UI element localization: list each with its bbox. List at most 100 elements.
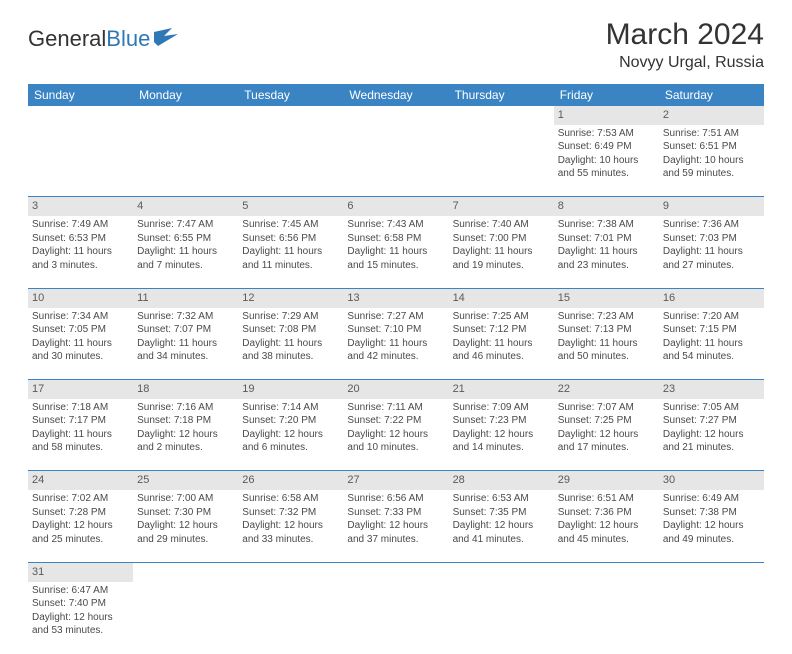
daylight-text: Daylight: 12 hours and 6 minutes.	[242, 428, 339, 455]
sunset-text: Sunset: 7:12 PM	[453, 323, 550, 337]
sunrise-text: Sunrise: 7:25 AM	[453, 310, 550, 324]
title-block: March 2024 Novyy Urgal, Russia	[606, 18, 764, 72]
week-row: Sunrise: 7:18 AMSunset: 7:17 PMDaylight:…	[28, 399, 764, 471]
sunrise-text: Sunrise: 7:05 AM	[663, 401, 760, 415]
daylight-text: Daylight: 12 hours and 53 minutes.	[32, 611, 129, 638]
day-cell: Sunrise: 7:43 AMSunset: 6:58 PMDaylight:…	[343, 216, 448, 288]
day-cell: Sunrise: 7:02 AMSunset: 7:28 PMDaylight:…	[28, 490, 133, 562]
day-cell: Sunrise: 7:23 AMSunset: 7:13 PMDaylight:…	[554, 308, 659, 380]
day-number: 27	[343, 471, 448, 490]
daylight-text: Daylight: 11 hours and 58 minutes.	[32, 428, 129, 455]
weekday-header: Monday	[133, 84, 238, 106]
sunset-text: Sunset: 7:00 PM	[453, 232, 550, 246]
weekday-header: Tuesday	[238, 84, 343, 106]
sunrise-text: Sunrise: 7:23 AM	[558, 310, 655, 324]
sunset-text: Sunset: 7:01 PM	[558, 232, 655, 246]
day-number: 22	[554, 380, 659, 399]
daylight-text: Daylight: 11 hours and 34 minutes.	[137, 337, 234, 364]
day-cell	[659, 582, 764, 654]
day-number: 24	[28, 471, 133, 490]
day-number: 20	[343, 380, 448, 399]
sunrise-text: Sunrise: 7:43 AM	[347, 218, 444, 232]
day-number-row: 31	[28, 562, 764, 581]
sunset-text: Sunset: 7:35 PM	[453, 506, 550, 520]
day-cell: Sunrise: 6:56 AMSunset: 7:33 PMDaylight:…	[343, 490, 448, 562]
daylight-text: Daylight: 11 hours and 38 minutes.	[242, 337, 339, 364]
day-number	[449, 562, 554, 581]
day-number: 30	[659, 471, 764, 490]
day-number	[133, 106, 238, 125]
day-cell	[238, 582, 343, 654]
day-cell	[449, 125, 554, 197]
day-number	[238, 106, 343, 125]
day-number: 26	[238, 471, 343, 490]
day-cell: Sunrise: 7:05 AMSunset: 7:27 PMDaylight:…	[659, 399, 764, 471]
day-number	[659, 562, 764, 581]
sunset-text: Sunset: 7:20 PM	[242, 414, 339, 428]
daylight-text: Daylight: 12 hours and 33 minutes.	[242, 519, 339, 546]
day-number: 16	[659, 288, 764, 307]
sunrise-text: Sunrise: 7:53 AM	[558, 127, 655, 141]
sunrise-text: Sunrise: 6:51 AM	[558, 492, 655, 506]
daylight-text: Daylight: 11 hours and 11 minutes.	[242, 245, 339, 272]
day-cell: Sunrise: 7:14 AMSunset: 7:20 PMDaylight:…	[238, 399, 343, 471]
daylight-text: Daylight: 11 hours and 19 minutes.	[453, 245, 550, 272]
day-cell: Sunrise: 7:25 AMSunset: 7:12 PMDaylight:…	[449, 308, 554, 380]
day-cell	[449, 582, 554, 654]
sunset-text: Sunset: 7:05 PM	[32, 323, 129, 337]
day-cell: Sunrise: 7:27 AMSunset: 7:10 PMDaylight:…	[343, 308, 448, 380]
day-number: 21	[449, 380, 554, 399]
day-number-row: 24252627282930	[28, 471, 764, 490]
day-cell: Sunrise: 7:36 AMSunset: 7:03 PMDaylight:…	[659, 216, 764, 288]
weekday-header-row: Sunday Monday Tuesday Wednesday Thursday…	[28, 84, 764, 106]
sunrise-text: Sunrise: 7:34 AM	[32, 310, 129, 324]
daylight-text: Daylight: 11 hours and 23 minutes.	[558, 245, 655, 272]
sunrise-text: Sunrise: 7:02 AM	[32, 492, 129, 506]
daylight-text: Daylight: 11 hours and 30 minutes.	[32, 337, 129, 364]
day-number: 14	[449, 288, 554, 307]
day-number: 12	[238, 288, 343, 307]
logo-text-1: General	[28, 26, 106, 52]
day-number: 13	[343, 288, 448, 307]
day-cell: Sunrise: 7:53 AMSunset: 6:49 PMDaylight:…	[554, 125, 659, 197]
day-number	[133, 562, 238, 581]
daylight-text: Daylight: 10 hours and 59 minutes.	[663, 154, 760, 181]
day-cell: Sunrise: 7:18 AMSunset: 7:17 PMDaylight:…	[28, 399, 133, 471]
day-number: 5	[238, 197, 343, 216]
sunrise-text: Sunrise: 7:09 AM	[453, 401, 550, 415]
day-cell: Sunrise: 7:16 AMSunset: 7:18 PMDaylight:…	[133, 399, 238, 471]
sunrise-text: Sunrise: 7:00 AM	[137, 492, 234, 506]
sunrise-text: Sunrise: 6:47 AM	[32, 584, 129, 598]
day-number: 17	[28, 380, 133, 399]
sunset-text: Sunset: 7:30 PM	[137, 506, 234, 520]
day-number: 25	[133, 471, 238, 490]
day-number	[343, 106, 448, 125]
day-number: 4	[133, 197, 238, 216]
daylight-text: Daylight: 12 hours and 49 minutes.	[663, 519, 760, 546]
sunrise-text: Sunrise: 6:49 AM	[663, 492, 760, 506]
sunset-text: Sunset: 7:17 PM	[32, 414, 129, 428]
day-cell	[554, 582, 659, 654]
sunrise-text: Sunrise: 7:20 AM	[663, 310, 760, 324]
sunset-text: Sunset: 7:33 PM	[347, 506, 444, 520]
day-cell: Sunrise: 7:20 AMSunset: 7:15 PMDaylight:…	[659, 308, 764, 380]
sunset-text: Sunset: 7:08 PM	[242, 323, 339, 337]
daylight-text: Daylight: 12 hours and 17 minutes.	[558, 428, 655, 455]
day-number: 18	[133, 380, 238, 399]
weekday-header: Saturday	[659, 84, 764, 106]
day-cell: Sunrise: 7:09 AMSunset: 7:23 PMDaylight:…	[449, 399, 554, 471]
day-cell: Sunrise: 7:32 AMSunset: 7:07 PMDaylight:…	[133, 308, 238, 380]
sunset-text: Sunset: 6:55 PM	[137, 232, 234, 246]
daylight-text: Daylight: 12 hours and 41 minutes.	[453, 519, 550, 546]
sunset-text: Sunset: 7:40 PM	[32, 597, 129, 611]
sunrise-text: Sunrise: 7:49 AM	[32, 218, 129, 232]
sunrise-text: Sunrise: 7:40 AM	[453, 218, 550, 232]
daylight-text: Daylight: 12 hours and 10 minutes.	[347, 428, 444, 455]
sunset-text: Sunset: 7:18 PM	[137, 414, 234, 428]
sunrise-text: Sunrise: 7:07 AM	[558, 401, 655, 415]
sunset-text: Sunset: 6:53 PM	[32, 232, 129, 246]
sunset-text: Sunset: 6:58 PM	[347, 232, 444, 246]
day-cell: Sunrise: 7:51 AMSunset: 6:51 PMDaylight:…	[659, 125, 764, 197]
weekday-header: Wednesday	[343, 84, 448, 106]
day-number: 9	[659, 197, 764, 216]
